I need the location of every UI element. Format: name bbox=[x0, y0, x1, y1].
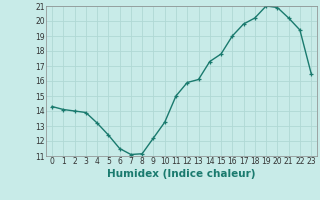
X-axis label: Humidex (Indice chaleur): Humidex (Indice chaleur) bbox=[107, 169, 256, 179]
